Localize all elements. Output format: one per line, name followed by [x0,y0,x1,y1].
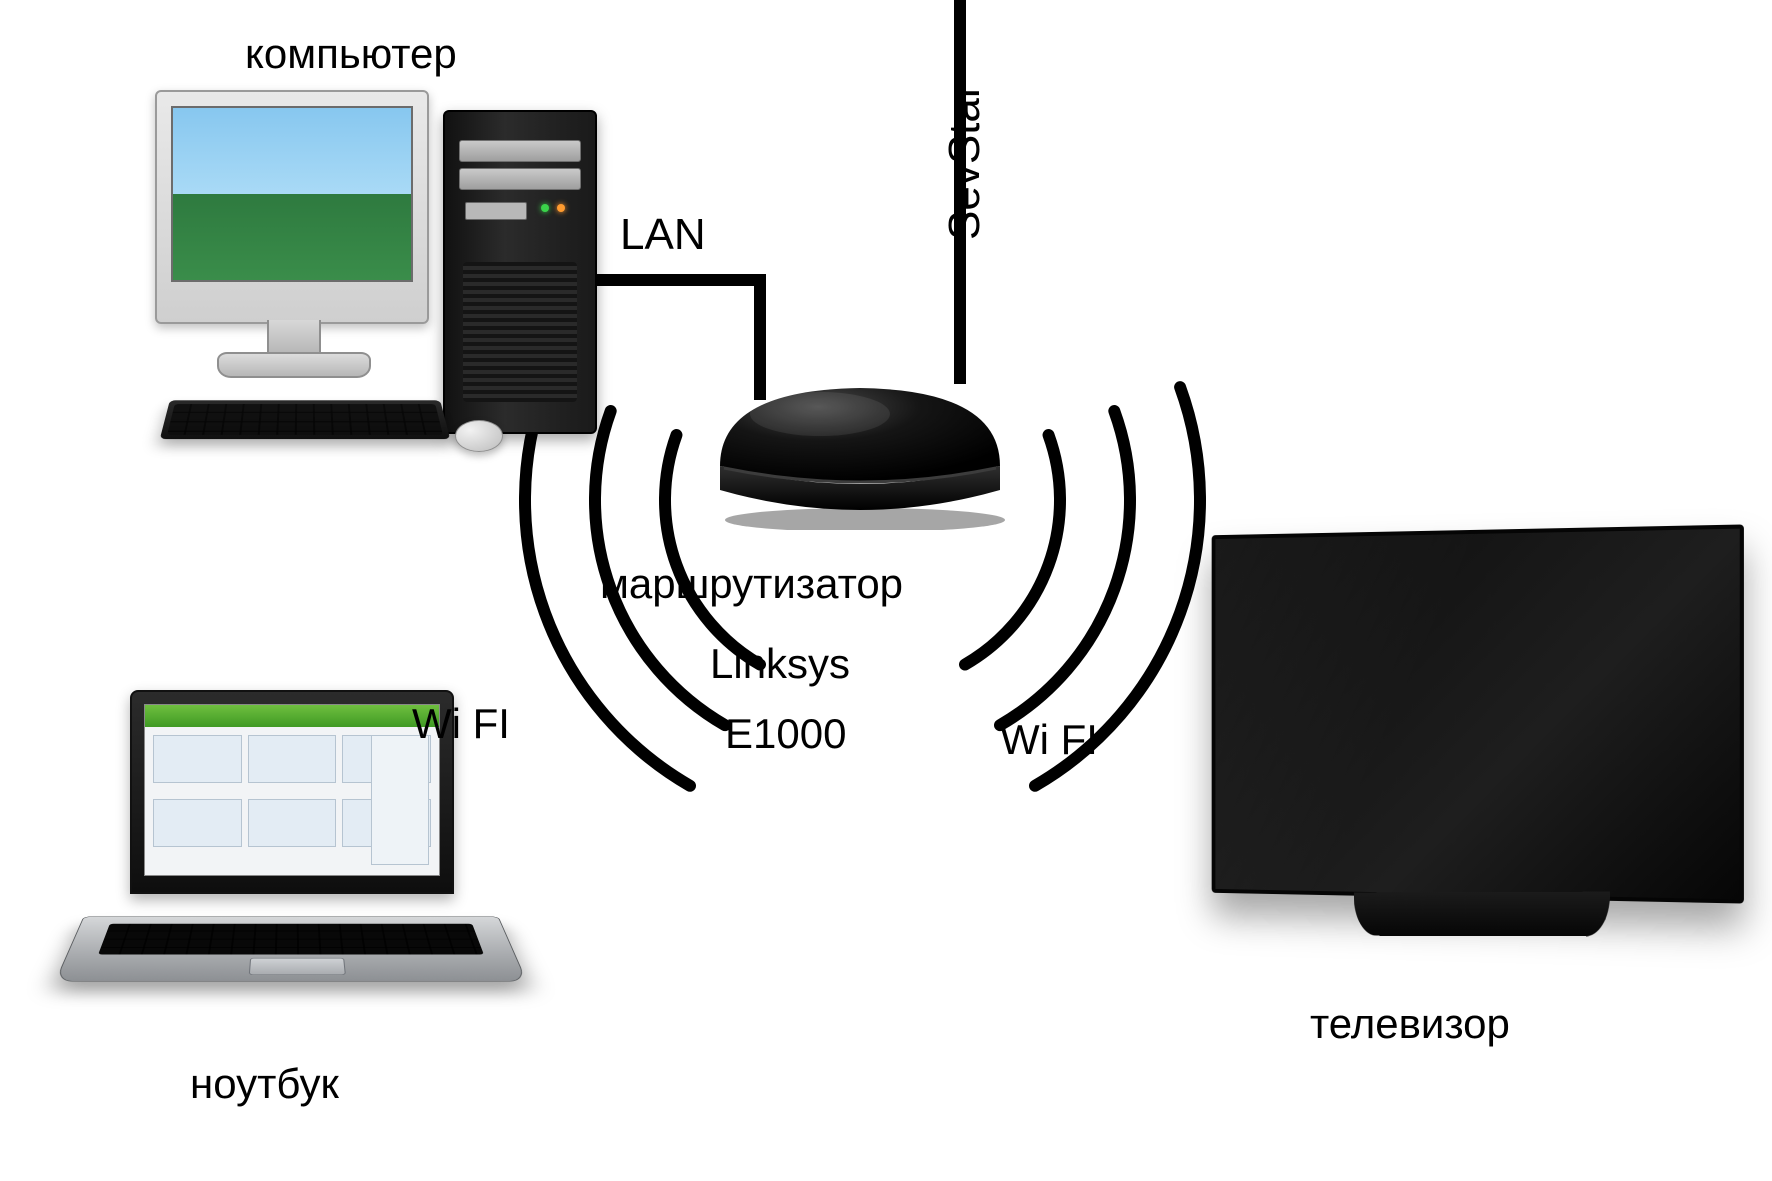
desktop-computer-icon [155,90,595,470]
mouse-icon [455,420,503,452]
router-icon [700,370,1020,530]
tv-icon [1200,530,1740,950]
computer-label: компьютер [245,30,457,78]
pc-tower-icon [443,110,597,434]
wifi-left-label: Wi FI [412,700,510,748]
keyboard-icon [160,400,450,439]
router-label-2: Linksys [710,640,850,688]
router-label-3: E1000 [725,710,846,758]
monitor-icon [155,90,429,324]
wifi-right-label: Wi FI [1000,716,1098,764]
laptop-label: ноутбук [190,1060,339,1108]
diagram-stage: { "type": "network-diagram", "canvas": {… [0,0,1772,1181]
sevstar-label: SevStar [940,83,990,240]
router-label-1: маршрутизатор [600,560,903,608]
lan-label: LAN [620,210,706,260]
tv-label: телевизор [1310,1000,1510,1048]
